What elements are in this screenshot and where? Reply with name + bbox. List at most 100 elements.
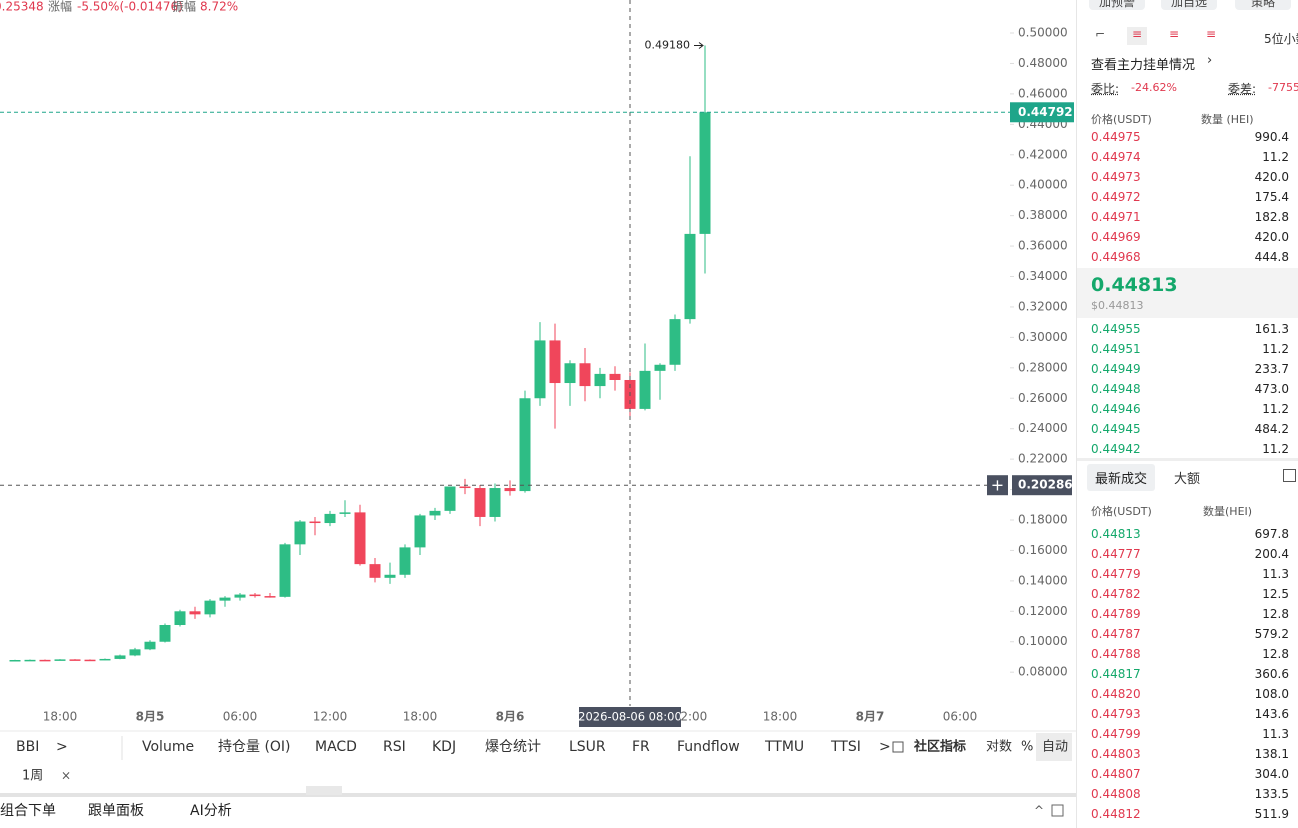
ask-qty: 182.8 [1255, 210, 1289, 224]
y-tick-label: 0.46000 [1018, 86, 1068, 100]
bid-price: 0.44945 [1091, 422, 1141, 436]
crosshair-price: 0.20286 [1018, 478, 1073, 492]
y-tick-label: 0.12000 [1018, 604, 1068, 618]
indicator-tab[interactable]: Volume [142, 739, 194, 755]
chart-area: ^ 0.25348涨幅-5.50%(-0.01476)振幅8.72%0.5000… [0, 0, 1076, 828]
trade-checkbox[interactable] [1283, 469, 1296, 482]
trade-price: 0.44813 [1091, 527, 1141, 541]
header-stat: 涨幅 [48, 0, 72, 14]
view-icon[interactable]: ≡ [1164, 27, 1184, 45]
bottom-tab[interactable]: AI分析 [190, 803, 232, 819]
y-tick-label: 0.28000 [1018, 360, 1068, 374]
y-tick-label: 0.40000 [1018, 178, 1068, 192]
candle-body [385, 575, 396, 578]
indicator-tab[interactable]: > [56, 739, 68, 755]
indicator-tab[interactable]: TTSI [830, 739, 861, 755]
view-icon[interactable]: ⌐ [1090, 27, 1110, 45]
candle-body [100, 659, 111, 661]
trade-price: 0.44782 [1091, 587, 1141, 601]
ask-price: 0.44971 [1091, 210, 1141, 224]
trade-price: 0.44788 [1091, 647, 1141, 661]
candle-body [550, 340, 561, 383]
trade-price: 0.44812 [1091, 807, 1141, 821]
mid-usd: $0.44813 [1091, 299, 1144, 312]
decimals[interactable]: 5位小数 [1264, 30, 1298, 47]
candle-body [475, 488, 486, 517]
indicator-tab[interactable]: > [879, 739, 891, 755]
trade-price: 0.44777 [1091, 547, 1141, 561]
view-icon[interactable]: ≡ [1127, 27, 1147, 45]
x-tick-label: 8月5 [136, 710, 165, 724]
view-icon[interactable]: ≡ [1201, 27, 1221, 45]
trade-qty: 12.8 [1262, 607, 1289, 621]
candle-body [430, 511, 441, 516]
candle-body [565, 363, 576, 383]
bid-price: 0.44951 [1091, 342, 1141, 356]
depth-link[interactable]: 查看主力挂单情况 [1091, 54, 1195, 73]
panel-button[interactable]: 策略 [1235, 0, 1291, 10]
candle-body [670, 319, 681, 365]
candle-body [655, 365, 666, 371]
y-tick-label: 0.10000 [1018, 634, 1068, 648]
trade-price: 0.44807 [1091, 767, 1141, 781]
bid-qty: 161.3 [1255, 322, 1289, 336]
collapse-icon[interactable]: ^ [1034, 804, 1044, 818]
bid-price: 0.44948 [1091, 382, 1141, 396]
bid-price: 0.44942 [1091, 442, 1141, 456]
bottom-tab[interactable]: 组合下单 [0, 803, 56, 819]
indicator-tab[interactable]: FR [632, 739, 650, 755]
candle-body [520, 398, 531, 491]
indicator-tab[interactable]: Fundflow [677, 739, 740, 755]
bid-price: 0.44946 [1091, 402, 1141, 416]
community-indicator[interactable]: 社区指标 [913, 739, 966, 755]
header-stat: 8.72% [200, 0, 238, 14]
candle-body [205, 601, 216, 615]
auto-toggle[interactable]: 自动 [1042, 740, 1068, 755]
trade-price: 0.44799 [1091, 727, 1141, 741]
collapse-handle[interactable] [306, 786, 342, 795]
trade-qty: 304.0 [1255, 767, 1289, 781]
indicator-tab[interactable]: 爆仓统计 [485, 739, 541, 755]
y-tick-label: 0.48000 [1018, 56, 1068, 70]
bottom-tab[interactable]: 跟单面板 [88, 803, 144, 819]
trade-price: 0.44803 [1091, 747, 1141, 761]
indicator-tab[interactable]: KDJ [432, 739, 456, 755]
panel-button[interactable]: 加预警 [1089, 0, 1145, 10]
indicator-tab[interactable]: LSUR [569, 739, 606, 755]
ask-price: 0.44968 [1091, 250, 1141, 264]
ask-price: 0.44972 [1091, 190, 1141, 204]
log-toggle[interactable]: 对数 [986, 740, 1012, 755]
period-tab[interactable]: 1周 [22, 769, 43, 784]
indicator-tab[interactable]: MACD [315, 739, 357, 755]
y-tick-label: 0.38000 [1018, 208, 1068, 222]
candle-body [55, 659, 66, 661]
y-tick-label: 0.36000 [1018, 239, 1068, 253]
indicator-tab[interactable]: TTMU [764, 739, 804, 755]
pct-toggle[interactable]: % [1021, 740, 1033, 755]
trade-qty: 579.2 [1255, 627, 1289, 641]
trade-tab[interactable]: 大额 [1174, 468, 1200, 487]
bid-qty: 484.2 [1255, 422, 1289, 436]
trade-tab-active[interactable]: 最新成交 [1087, 464, 1155, 491]
trade-price: 0.44779 [1091, 567, 1141, 581]
candle-body [40, 660, 51, 662]
candle-body [490, 488, 501, 517]
candle-body [160, 625, 171, 642]
candle-body [10, 660, 21, 662]
period-close[interactable]: × [61, 769, 71, 783]
indicator-tab[interactable]: RSI [383, 739, 406, 755]
trade-qty: 11.3 [1262, 727, 1289, 741]
indicator-tab[interactable]: 持仓量 (OI) [218, 739, 291, 755]
indicator-tab[interactable]: BBI [16, 739, 39, 755]
ask-qty: 175.4 [1255, 190, 1289, 204]
candle-body [25, 660, 36, 662]
diff-label: 委差: [1228, 80, 1256, 97]
bottom-bar [0, 794, 1076, 828]
candle-body [685, 234, 696, 319]
ask-qty: 420.0 [1255, 230, 1289, 244]
panel-button[interactable]: 加自选 [1161, 0, 1217, 10]
y-tick-label: 0.24000 [1018, 421, 1068, 435]
candle-body [130, 649, 141, 655]
last-price: 0.44792 [1018, 105, 1073, 119]
candle-body [85, 660, 96, 662]
